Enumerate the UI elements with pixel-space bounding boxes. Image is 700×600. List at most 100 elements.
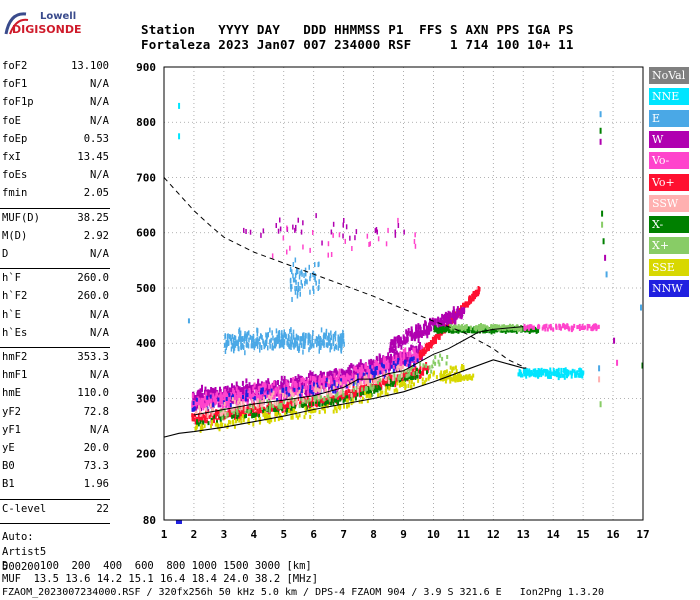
echo-point-cusp-w	[402, 334, 405, 340]
echo-point-e-upper	[309, 289, 311, 295]
echo-point-x-plus	[320, 395, 323, 400]
echo-point-ssw	[270, 395, 273, 400]
echo-point-vo-minus	[414, 358, 417, 364]
echo-point-nnw	[276, 398, 279, 402]
echo-point-vo-plus	[330, 395, 333, 400]
echo-point-w	[358, 362, 361, 368]
echo-point-vo-plus	[259, 409, 262, 414]
echo-point-ssw	[336, 382, 338, 387]
echo-point-x-plus	[393, 374, 396, 379]
echo-point-x-plus	[432, 360, 435, 365]
echo-point-e	[272, 335, 274, 341]
echo-point-band-x-minus	[440, 329, 443, 333]
echo-point-x-plus	[378, 377, 381, 382]
echo-point-nne	[544, 372, 547, 377]
echo-point-vo-minus	[404, 347, 407, 353]
echo-point-e	[256, 331, 259, 337]
echo-point-x-plus	[300, 397, 303, 402]
echo-point-vo-plus	[320, 397, 323, 402]
echo-point-nnw	[298, 387, 301, 392]
echo-point-band-vo-minus	[562, 322, 565, 327]
echo-point-e	[272, 345, 274, 351]
echo-point-sse	[290, 411, 293, 416]
echo-point-cusp-vo-plus	[476, 290, 479, 295]
echo-point-e	[328, 340, 331, 346]
param-value: N/A	[90, 326, 109, 339]
echo-point-vo-minus	[194, 401, 197, 407]
echo-point-nnw	[310, 389, 313, 394]
echo-point-vo-plus	[353, 391, 356, 396]
echo-point-e	[341, 341, 343, 347]
echo-point-vo-minus	[219, 391, 222, 397]
echo-point-ssw	[239, 401, 242, 406]
echo-point-sse	[264, 410, 267, 415]
echo-point-ssw	[314, 384, 317, 389]
param-key: h`Es	[2, 326, 28, 339]
echo-point-nne	[518, 372, 521, 377]
echo-point-band-x-plus	[479, 325, 482, 330]
echo-point-sse	[339, 404, 342, 408]
echo-point-vo-minus	[328, 381, 331, 387]
echo-point-vo-minus	[371, 375, 374, 381]
echo-point-band-x-plus	[458, 325, 461, 330]
echo-point-e	[253, 343, 255, 349]
echo-point-low-sse	[444, 379, 447, 384]
echo-point-vo-minus	[406, 351, 409, 357]
echo-point-high-w	[394, 229, 396, 235]
echo-point-w	[316, 376, 319, 382]
echo-point-cusp-w	[417, 326, 420, 332]
echo-point-vo-minus	[221, 399, 224, 405]
echo-point-sse	[395, 387, 398, 392]
echo-point-e	[281, 342, 284, 348]
echo-point-band-x-minus	[468, 327, 471, 332]
echo-point-cusp-w	[456, 313, 459, 319]
echo-point-e	[273, 338, 276, 344]
echo-point-w	[297, 381, 300, 387]
echo-point-ssw	[233, 399, 236, 404]
echo-point-band-vo-minus	[565, 325, 568, 330]
echo-point-w	[200, 392, 203, 398]
echo-point-x-plus	[272, 404, 275, 409]
echo-point-band-x-minus	[509, 328, 512, 333]
echo-point-band-x-minus	[491, 328, 494, 333]
echo-point-x-plus	[403, 369, 406, 374]
echo-point-cusp-vo-plus	[433, 340, 436, 344]
echo-point-vo-minus	[236, 395, 239, 400]
echo-point-sse	[462, 366, 465, 371]
echo-point-w	[232, 399, 235, 405]
echo-point-nnw	[212, 402, 215, 407]
echo-point-x-plus	[419, 362, 422, 367]
echo-point-sse	[445, 369, 448, 374]
echo-point-vo-minus	[386, 359, 389, 365]
echo-point-vo-plus	[410, 372, 413, 377]
echo-point-vo-plus	[238, 416, 241, 421]
echo-point-x-plus	[341, 390, 344, 395]
echo-point-x-minus	[196, 421, 198, 426]
echo-point-e	[298, 343, 300, 349]
echo-point-sse	[217, 424, 220, 429]
echo-point-high-w	[342, 222, 344, 228]
param-value: 20.0	[83, 442, 109, 454]
echo-point-e	[287, 333, 290, 339]
echo-point-e	[256, 343, 259, 349]
echo-point-band-vo-minus	[541, 326, 544, 331]
echo-point-band-x-plus	[465, 324, 468, 328]
echo-point-e	[340, 335, 342, 341]
echo-point-vo-minus	[324, 376, 327, 382]
echo-point-x-plus	[422, 363, 425, 368]
panel-divider	[0, 207, 110, 209]
echo-point-cusp-w	[407, 328, 410, 333]
echo-point-sse	[452, 366, 455, 371]
echo-point-sse	[408, 379, 411, 384]
echo-point-x-minus	[245, 409, 248, 413]
echo-point-nnw	[242, 395, 244, 399]
echo-point-x-minus	[378, 386, 381, 391]
echo-point-band-x-minus	[433, 328, 436, 333]
echo-point-isolated	[599, 127, 602, 134]
echo-point-e	[293, 344, 295, 350]
echo-point-e	[292, 334, 295, 340]
echo-point-nnw	[334, 389, 337, 394]
echo-point-nne	[581, 374, 584, 379]
echo-point-vo-plus	[287, 403, 289, 408]
echo-point-isolated	[178, 133, 181, 140]
